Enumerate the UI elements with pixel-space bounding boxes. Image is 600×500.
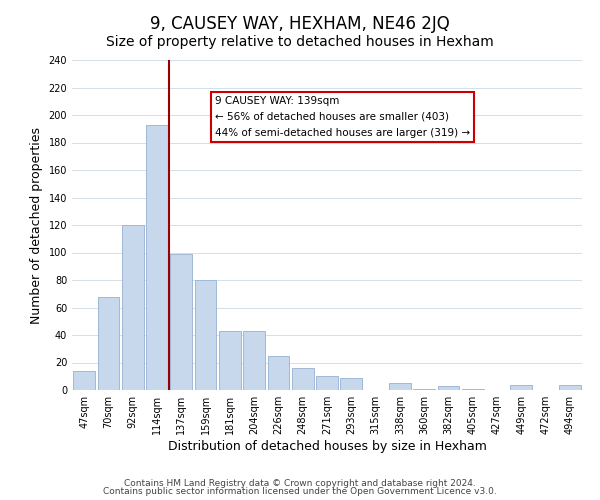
Text: 9, CAUSEY WAY, HEXHAM, NE46 2JQ: 9, CAUSEY WAY, HEXHAM, NE46 2JQ xyxy=(150,15,450,33)
Bar xyxy=(73,371,95,390)
Bar xyxy=(413,388,435,390)
Text: Contains public sector information licensed under the Open Government Licence v3: Contains public sector information licen… xyxy=(103,487,497,496)
Bar xyxy=(437,386,460,390)
Text: Contains HM Land Registry data © Crown copyright and database right 2024.: Contains HM Land Registry data © Crown c… xyxy=(124,478,476,488)
X-axis label: Distribution of detached houses by size in Hexham: Distribution of detached houses by size … xyxy=(167,440,487,453)
Bar xyxy=(340,378,362,390)
Bar xyxy=(389,383,411,390)
Bar xyxy=(316,376,338,390)
Bar xyxy=(219,331,241,390)
Bar xyxy=(194,280,217,390)
Bar xyxy=(97,296,119,390)
Bar xyxy=(146,124,168,390)
Bar xyxy=(170,254,192,390)
Text: 9 CAUSEY WAY: 139sqm
← 56% of detached houses are smaller (403)
44% of semi-deta: 9 CAUSEY WAY: 139sqm ← 56% of detached h… xyxy=(215,96,470,138)
Bar xyxy=(292,368,314,390)
Bar xyxy=(511,384,532,390)
Text: Size of property relative to detached houses in Hexham: Size of property relative to detached ho… xyxy=(106,35,494,49)
Bar xyxy=(122,225,143,390)
Bar xyxy=(462,388,484,390)
Bar xyxy=(559,384,581,390)
Bar xyxy=(243,331,265,390)
Bar xyxy=(268,356,289,390)
Y-axis label: Number of detached properties: Number of detached properties xyxy=(30,126,43,324)
